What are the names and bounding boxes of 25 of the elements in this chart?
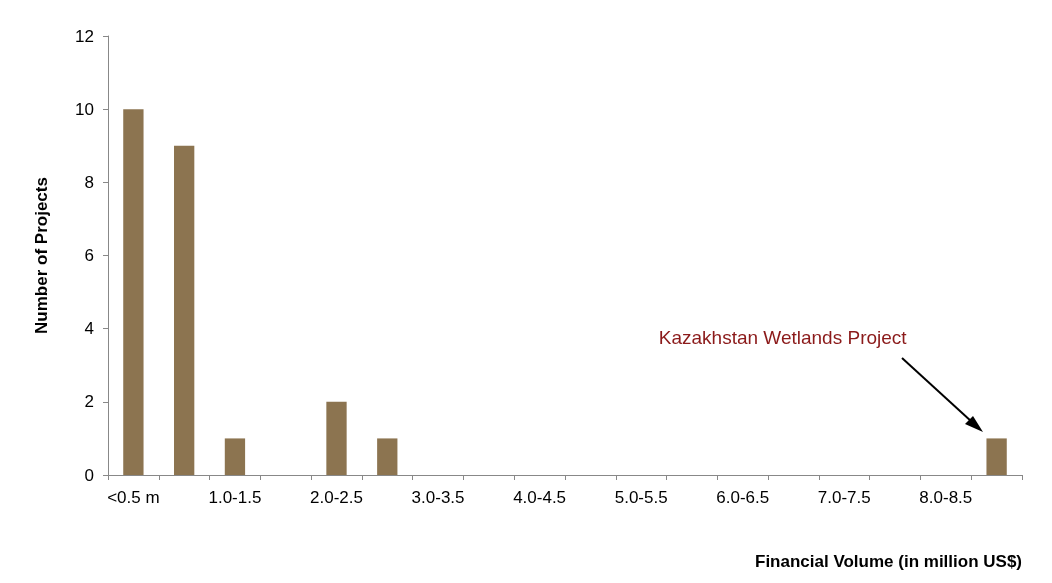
bar — [123, 109, 144, 475]
annotation: Kazakhstan Wetlands Project — [658, 327, 908, 349]
x-tick-label: 4.0-4.5 — [513, 488, 567, 507]
y-tick-label: 0 — [84, 465, 94, 485]
x-tick-label: 1.0-1.5 — [208, 488, 262, 507]
y-tick-label: 12 — [75, 26, 94, 46]
x-tick-label: 5.0-5.5 — [614, 488, 668, 507]
x-tick-label: 8.0-8.5 — [919, 488, 973, 507]
x-tick-label: 3.0-3.5 — [411, 488, 465, 507]
x-tick-label: <0.5 m — [107, 488, 160, 507]
bar — [326, 401, 347, 475]
bar — [986, 438, 1007, 475]
y-tick-label: 2 — [84, 392, 94, 412]
y-tick-label: 6 — [84, 246, 94, 265]
y-tick-label: 10 — [75, 99, 94, 119]
y-axis-title: Number of Projects — [32, 177, 51, 334]
y-tick-label: 4 — [84, 319, 94, 339]
bar — [377, 438, 398, 475]
x-tick-label: 6.0-6.5 — [716, 488, 770, 507]
x-tick-label: 7.0-7.5 — [817, 488, 871, 507]
x-tick-label: 2.0-2.5 — [310, 488, 363, 507]
y-tick-label: 8 — [84, 172, 94, 192]
x-axis-title: Financial Volume (in million US$) — [755, 552, 1022, 571]
bar — [174, 145, 195, 475]
bar — [224, 438, 246, 475]
